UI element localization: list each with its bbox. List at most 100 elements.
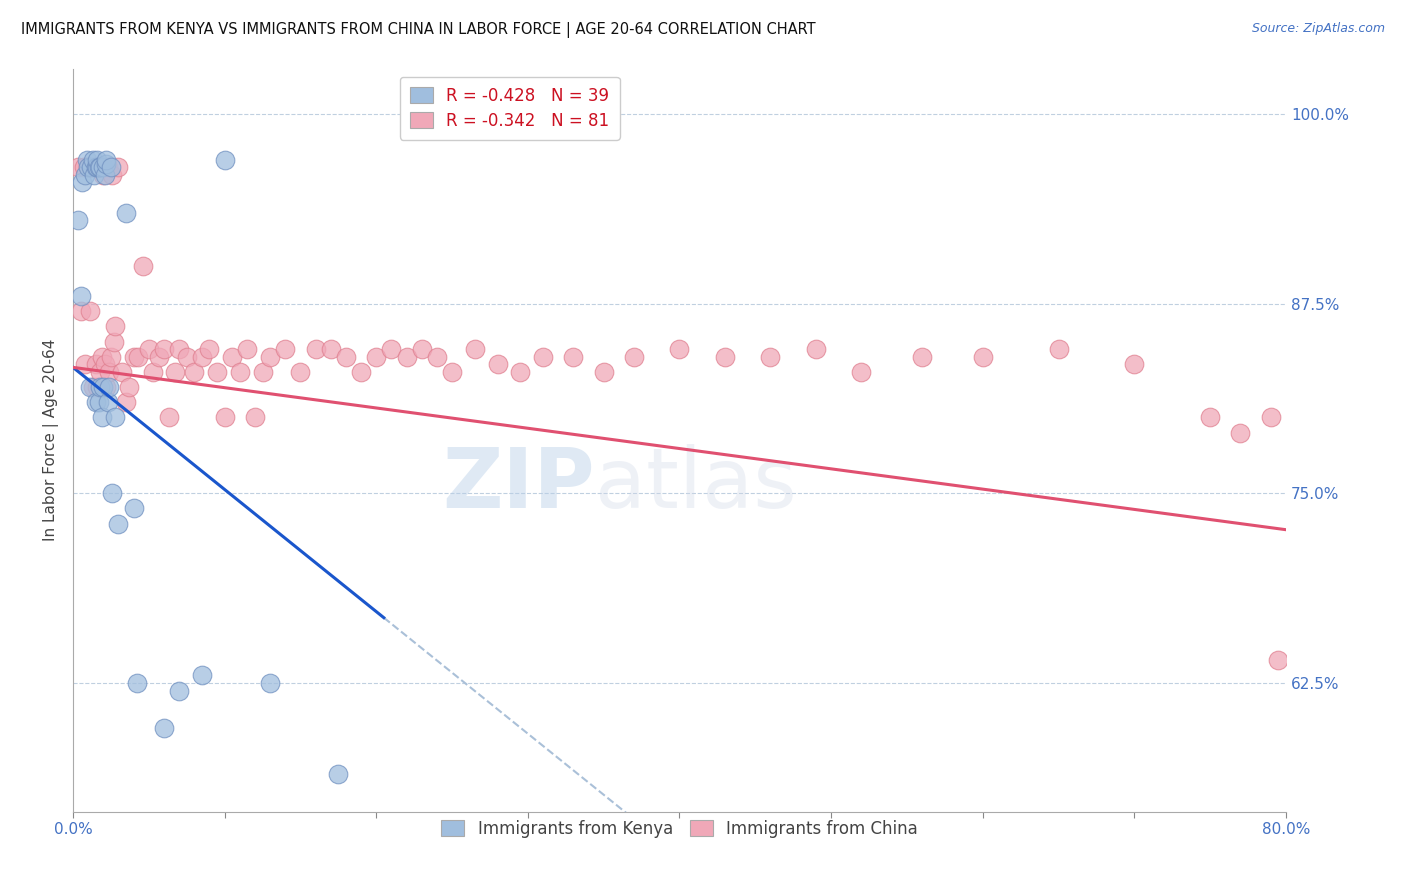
Text: IMMIGRANTS FROM KENYA VS IMMIGRANTS FROM CHINA IN LABOR FORCE | AGE 20-64 CORREL: IMMIGRANTS FROM KENYA VS IMMIGRANTS FROM… <box>21 22 815 38</box>
Text: atlas: atlas <box>595 444 796 525</box>
Point <box>1229 425 1251 440</box>
Text: Source: ZipAtlas.com: Source: ZipAtlas.com <box>1251 22 1385 36</box>
Point <box>83 168 105 182</box>
Point <box>66 160 89 174</box>
Point <box>118 380 141 394</box>
Point <box>243 410 266 425</box>
Point <box>122 350 145 364</box>
Point <box>163 365 186 379</box>
Point <box>83 160 105 174</box>
Point <box>668 342 690 356</box>
Point <box>97 395 120 409</box>
Point <box>138 342 160 356</box>
Point <box>89 380 111 394</box>
Point <box>90 410 112 425</box>
Point <box>87 160 110 174</box>
Point <box>66 213 89 227</box>
Point <box>86 380 108 394</box>
Point <box>101 486 124 500</box>
Point <box>91 380 114 394</box>
Point <box>252 365 274 379</box>
Point <box>107 160 129 174</box>
Point <box>103 334 125 349</box>
Point <box>77 160 100 174</box>
Point <box>69 289 91 303</box>
Point <box>79 380 101 394</box>
Text: ZIP: ZIP <box>441 444 595 525</box>
Point <box>759 350 782 364</box>
Point <box>972 350 994 364</box>
Point <box>509 365 531 379</box>
Point <box>304 342 326 356</box>
Point <box>142 365 165 379</box>
Point <box>153 722 176 736</box>
Y-axis label: In Labor Force | Age 20-64: In Labor Force | Age 20-64 <box>44 339 59 541</box>
Point <box>395 350 418 364</box>
Point <box>1267 653 1289 667</box>
Point <box>335 350 357 364</box>
Point <box>1199 410 1222 425</box>
Point <box>191 350 214 364</box>
Point <box>319 342 342 356</box>
Point <box>125 676 148 690</box>
Point <box>79 304 101 318</box>
Point <box>1047 342 1070 356</box>
Point <box>75 357 97 371</box>
Point <box>77 160 100 174</box>
Point <box>1260 410 1282 425</box>
Point <box>221 350 243 364</box>
Point <box>132 259 155 273</box>
Point <box>562 350 585 364</box>
Point <box>89 160 111 174</box>
Point <box>380 342 402 356</box>
Point <box>96 157 118 171</box>
Point <box>259 350 281 364</box>
Point <box>157 410 180 425</box>
Point <box>198 342 221 356</box>
Point <box>623 350 645 364</box>
Point <box>148 350 170 364</box>
Point <box>86 153 108 167</box>
Point <box>96 380 118 394</box>
Point <box>167 683 190 698</box>
Point <box>70 175 93 189</box>
Point <box>229 365 252 379</box>
Point <box>183 365 205 379</box>
Point <box>100 160 122 174</box>
Legend: Immigrants from Kenya, Immigrants from China: Immigrants from Kenya, Immigrants from C… <box>434 814 925 845</box>
Point <box>75 168 97 182</box>
Point <box>97 160 120 174</box>
Point <box>486 357 509 371</box>
Point <box>80 160 103 174</box>
Point <box>214 410 236 425</box>
Point <box>86 160 108 174</box>
Point <box>127 350 149 364</box>
Point <box>110 365 132 379</box>
Point <box>84 160 107 174</box>
Point <box>441 365 464 379</box>
Point <box>80 160 103 174</box>
Point <box>350 365 373 379</box>
Point <box>82 380 104 394</box>
Point <box>101 168 124 182</box>
Point <box>167 342 190 356</box>
Point <box>69 304 91 318</box>
Point <box>96 153 118 167</box>
Point <box>84 357 107 371</box>
Point <box>91 160 114 174</box>
Point <box>290 365 312 379</box>
Point <box>107 516 129 531</box>
Point <box>411 342 433 356</box>
Point <box>94 357 117 371</box>
Point <box>89 365 111 379</box>
Point <box>328 767 350 781</box>
Point <box>259 676 281 690</box>
Point <box>115 205 138 219</box>
Point <box>98 365 121 379</box>
Point <box>205 365 228 379</box>
Point <box>104 319 127 334</box>
Point <box>274 342 297 356</box>
Point <box>104 410 127 425</box>
Point <box>115 395 138 409</box>
Point <box>122 501 145 516</box>
